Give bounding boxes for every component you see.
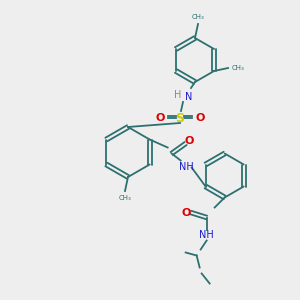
Text: S: S bbox=[176, 112, 184, 124]
Text: H: H bbox=[174, 90, 181, 100]
Text: O: O bbox=[195, 113, 205, 123]
Text: CH₃: CH₃ bbox=[232, 65, 245, 71]
Text: NH: NH bbox=[179, 163, 194, 172]
Text: N: N bbox=[185, 92, 192, 102]
Text: O: O bbox=[155, 113, 165, 123]
Text: CH₃: CH₃ bbox=[192, 14, 204, 20]
Text: O: O bbox=[185, 136, 194, 146]
Text: NH: NH bbox=[199, 230, 214, 241]
Text: O: O bbox=[182, 208, 191, 218]
Text: CH₃: CH₃ bbox=[118, 195, 131, 201]
